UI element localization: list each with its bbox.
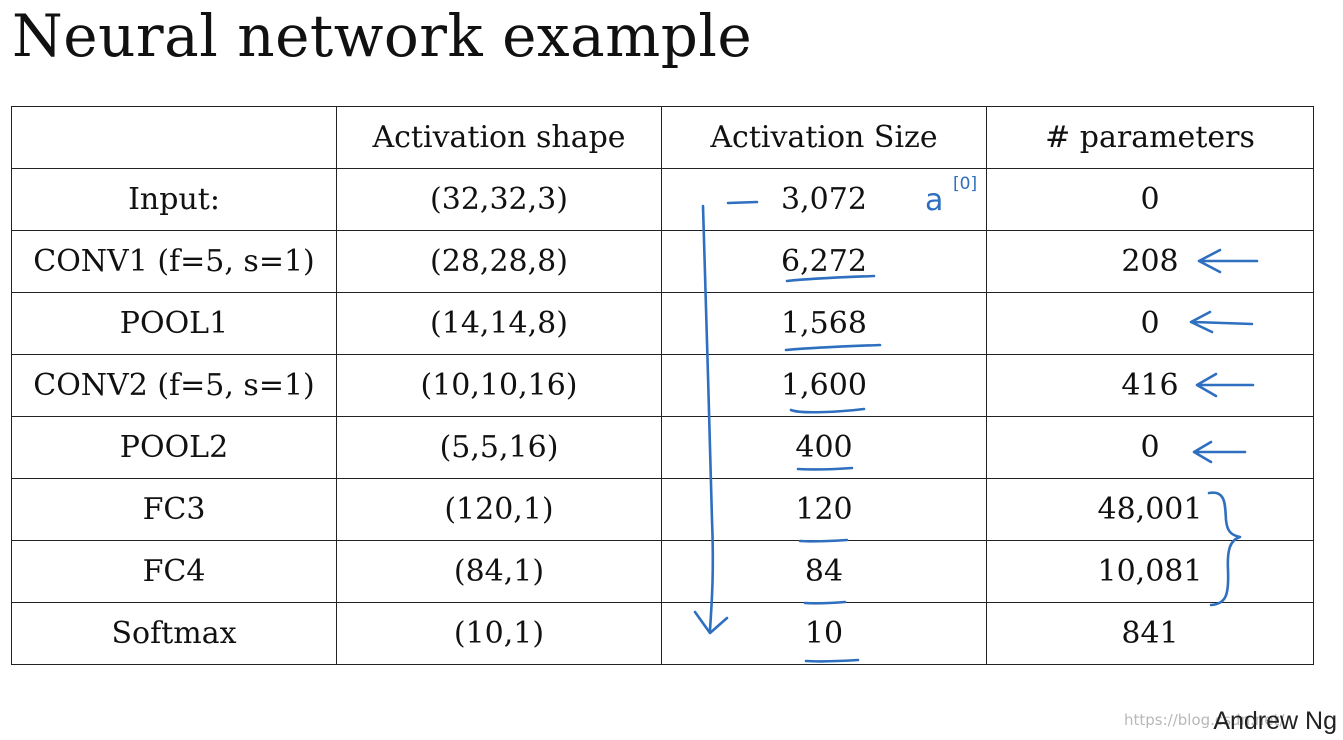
parameter-count: 416 [986,354,1314,417]
slide-title: Neural network example [12,2,753,70]
activation-size: 1,568 [661,292,987,355]
parameter-count: 0 [986,416,1314,479]
activation-shape: (10,1) [336,602,662,665]
header-row: Activation shape Activation Size # param… [11,106,1314,169]
activation-shape: (28,28,8) [336,230,662,293]
parameter-count: 48,001 [986,478,1314,541]
layer-name: FC3 [11,478,337,541]
activation-size: 1,600 [661,354,987,417]
activation-size-value: 3,072 [781,182,867,217]
parameter-count: 10,081 [986,540,1314,603]
activation-shape: (5,5,16) [336,416,662,479]
blog-watermark: https://blog.csdn.net/ [1124,711,1285,729]
activation-shape: (84,1) [336,540,662,603]
activation-size-value: 1,600 [781,368,867,403]
layer-name: Softmax [11,602,337,665]
author-credit: Andrew Ng [1213,707,1337,735]
activation-size-value: 400 [795,430,853,465]
activation-size-value: 84 [804,554,844,589]
activation-shape: (120,1) [336,478,662,541]
parameter-count: 841 [986,602,1314,665]
table-row: FC4 (84,1) 84 10,081 [11,540,1314,603]
header-activation-shape: Activation shape [336,106,662,169]
table-row: Input: (32,32,3) 3,072 0 [11,168,1314,231]
activation-size: 3,072 [661,168,987,231]
header-layer [11,106,337,169]
table-row: POOL2 (5,5,16) 400 0 [11,416,1314,479]
activation-size-value: 6,272 [781,244,867,279]
header-parameters: # parameters [986,106,1314,169]
parameter-count: 0 [986,292,1314,355]
activation-shape: (14,14,8) [336,292,662,355]
layer-name: POOL2 [11,416,337,479]
layer-name: Input: [11,168,337,231]
activation-size: 400 [661,416,987,479]
activation-size: 84 [661,540,987,603]
table-row: POOL1 (14,14,8) 1,568 0 [11,292,1314,355]
parameter-count: 0 [986,168,1314,231]
layer-name: CONV2 (f=5, s=1) [11,354,337,417]
header-activation-size: Activation Size [661,106,987,169]
table-row: FC3 (120,1) 120 48,001 [11,478,1314,541]
network-table: Activation shape Activation Size # param… [11,106,1314,665]
layer-name: FC4 [11,540,337,603]
table-row: CONV2 (f=5, s=1) (10,10,16) 1,600 416 [11,354,1314,417]
activation-size-value: 10 [804,616,844,651]
table-row: CONV1 (f=5, s=1) (28,28,8) 6,272 208 [11,230,1314,293]
layer-name: POOL1 [11,292,337,355]
activation-size: 10 [661,602,987,665]
parameter-count: 208 [986,230,1314,293]
layer-name: CONV1 (f=5, s=1) [11,230,337,293]
activation-size-value: 1,568 [781,306,867,341]
activation-size-value: 120 [795,492,853,527]
activation-size: 120 [661,478,987,541]
activation-size: 6,272 [661,230,987,293]
activation-shape: (32,32,3) [336,168,662,231]
activation-shape: (10,10,16) [336,354,662,417]
table-row: Softmax (10,1) 10 841 [11,602,1314,665]
